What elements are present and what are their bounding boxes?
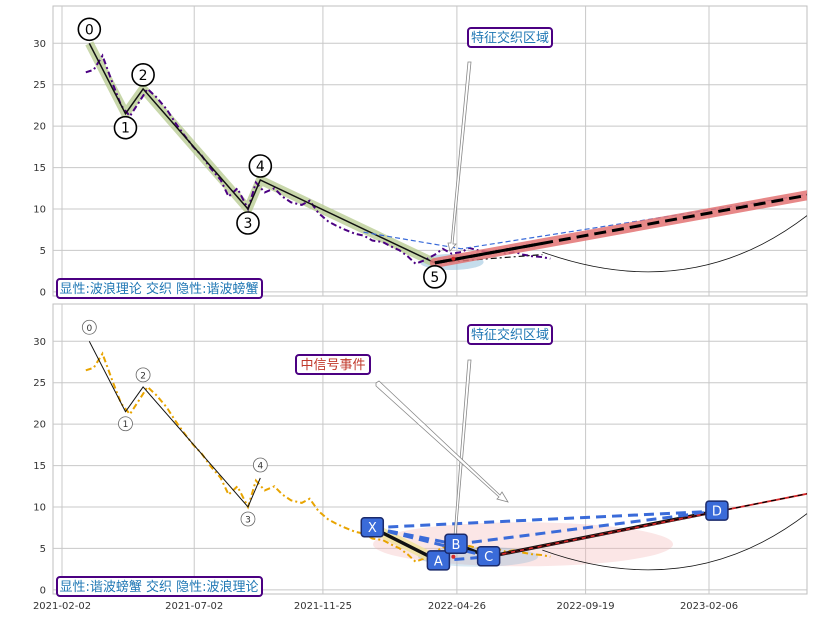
wave-point-marker: [118, 416, 133, 432]
x-tick-label: 2022-04-26: [428, 601, 486, 612]
svg-text:特征交织区域: 特征交织区域: [471, 30, 549, 46]
svg-text:显性:波浪理论 交织 隐性:谐波螃蟹: 显性:波浪理论 交织 隐性:谐波螃蟹: [59, 281, 258, 297]
bottom-signal-box: 中信号事件: [295, 354, 371, 375]
wave-point-marker: [252, 457, 268, 473]
top-wave-labels: 0 1 2 3 4 5: [77, 17, 472, 289]
bottom-mode-box: 显性:谐波螃蟹 交织 隐性:波浪理论: [56, 576, 263, 597]
event-dot: [451, 256, 456, 261]
wave-point-label: 4: [257, 462, 263, 472]
wave-point-marker: [113, 115, 138, 140]
wave-point-label: 1: [121, 121, 130, 137]
harmonic-point-label: C: [484, 550, 493, 565]
harmonic-ratio-line: [371, 526, 489, 559]
wave-point-label: 0: [86, 324, 92, 334]
wave-point-marker: [135, 367, 151, 383]
wave-line: [88, 341, 261, 508]
bottom-wave-labels: 0 1 2 3 4 X AB C D: [81, 319, 729, 571]
bottom-y-ticks: 0 5 10 15 20 25 30: [33, 337, 46, 597]
trend-red: [488, 492, 807, 558]
curve-arrow: [542, 215, 807, 273]
x-axis-ticks: 2021-02-02 2021-07-02 2021-11-25 2022-04-26…: [33, 601, 738, 612]
x-tick-label: 2021-07-02: [165, 601, 223, 612]
harmonic-point-label: B: [452, 538, 461, 553]
top-plot: [85, 41, 807, 273]
y-tick-label: 0: [40, 585, 46, 596]
wave-point-label: 5: [430, 270, 439, 286]
price-line: [85, 351, 551, 563]
feature-callout-arrow: [447, 61, 472, 252]
wave-point-marker: [236, 211, 260, 235]
top-mode-box: 显性:波浪理论 交织 隐性:谐波螃蟹: [56, 278, 263, 299]
y-tick-label: 30: [33, 337, 46, 348]
y-tick-label: 15: [33, 461, 46, 472]
wave-point-label: 3: [245, 516, 251, 526]
bottom-feature-box: 特征交织区域: [467, 324, 553, 345]
y-tick-label: 0: [40, 287, 46, 298]
harmonic-ratio-line: [371, 526, 457, 546]
y-tick-label: 5: [40, 544, 46, 555]
harmonic-point-marker: [444, 533, 468, 555]
wave-point-marker: [240, 511, 256, 527]
event-dot: [451, 554, 456, 559]
wave-point-label: 2: [139, 68, 148, 84]
harmonic-point-marker: [705, 500, 729, 521]
y-tick-label: 20: [33, 420, 46, 431]
curve-arrow: [542, 513, 807, 571]
harmonic-point-label: D: [712, 505, 722, 520]
x-tick-label: 2021-02-02: [33, 601, 91, 612]
wave-point-marker: [423, 265, 447, 289]
x-tick-label: 2022-09-19: [557, 601, 615, 612]
x-tick-label: 2021-11-25: [294, 601, 352, 612]
y-tick-label: 30: [33, 39, 46, 50]
wave-point-marker: [77, 17, 102, 42]
svg-text:特征交织区域: 特征交织区域: [471, 327, 549, 343]
signal-callout-arrow: [375, 380, 509, 503]
price-line: [85, 53, 551, 265]
wave-point-label: 3: [244, 216, 253, 232]
harmonic-point-marker: [426, 550, 451, 571]
trend-dashed: [434, 193, 807, 265]
y-tick-label: 25: [33, 378, 46, 389]
wave-point-label: 4: [256, 159, 265, 175]
y-tick-label: 15: [33, 163, 46, 174]
top-feature-box: 特征交织区域: [467, 27, 553, 48]
harmonic-point-label: A: [434, 554, 443, 569]
harmonic-ratio-line: [455, 509, 718, 546]
top-y-ticks: 0 5 10 15 20 25 30: [33, 39, 46, 299]
y-tick-label: 20: [33, 122, 46, 133]
harmonic-point-marker: [360, 516, 385, 538]
svg-text:中信号事件: 中信号事件: [300, 358, 365, 373]
wave-line: [88, 42, 436, 264]
wave-point-label: 0: [85, 22, 94, 38]
harmonic-point-marker: [476, 545, 501, 567]
bottom-panel-frame: [52, 303, 808, 595]
wave-point-marker: [131, 63, 155, 87]
harmonic-point-label: X: [368, 521, 377, 536]
top-panel-frame: [52, 5, 808, 297]
wave-point-label: 2: [140, 371, 146, 381]
y-tick-label: 25: [33, 80, 46, 91]
y-tick-label: 5: [40, 246, 46, 257]
y-tick-label: 10: [33, 503, 46, 514]
wave-point-marker: [81, 319, 97, 335]
wave-point-label: 1: [123, 420, 129, 430]
wave-point-marker: [248, 154, 273, 178]
x-tick-label: 2023-02-06: [680, 601, 738, 612]
y-tick-label: 10: [33, 205, 46, 216]
svg-text:显性:谐波螃蟹 交织 隐性:波浪理论: 显性:谐波螃蟹 交织 隐性:波浪理论: [59, 579, 258, 595]
harmonic-ratio-line: [372, 509, 718, 530]
